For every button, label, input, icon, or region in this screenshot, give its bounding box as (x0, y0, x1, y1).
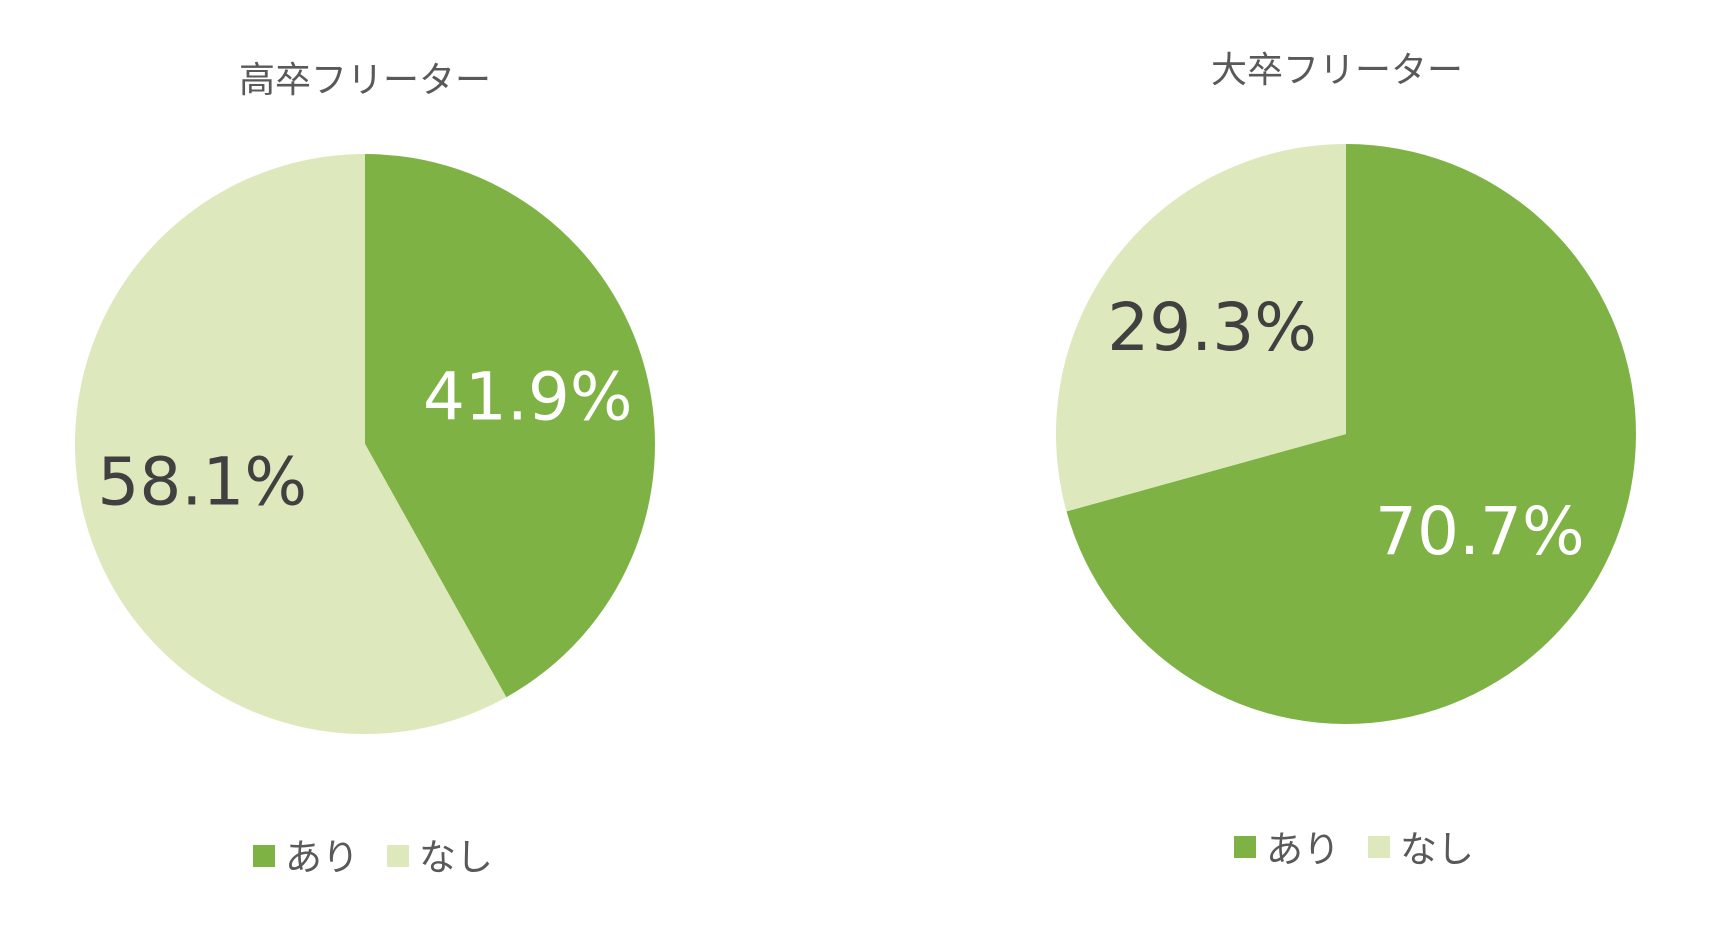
data-label-ari: 41.9% (423, 359, 633, 436)
legend-label-nashi: なし (1400, 828, 1474, 871)
legend-swatch-ari (253, 845, 275, 867)
legend: あり なし (253, 836, 493, 879)
pie-slice-nashi (1056, 144, 1346, 512)
legend-swatch-ari (1234, 836, 1256, 858)
pie-1-slices: 70.7% 29.3% (1056, 144, 1636, 724)
data-label-nashi: 58.1% (97, 443, 307, 520)
pie-slice-ari (365, 154, 655, 698)
chart-title: 高卒フリーター (239, 60, 491, 101)
pie-slice-nashi (75, 154, 507, 735)
chart-title: 大卒フリーター (1211, 50, 1463, 91)
legend-swatch-nashi (1368, 836, 1390, 858)
pie-chart-high-school: 高卒フリーター 41.9% 58.1% あり なし (75, 60, 655, 879)
data-label-ari: 70.7% (1375, 493, 1585, 570)
legend-swatch-nashi (387, 845, 409, 867)
pie-chart-university: 大卒フリーター 70.7% 29.3% あり なし (1056, 50, 1636, 871)
legend-label-nashi: なし (419, 836, 493, 879)
legend: あり なし (1234, 828, 1474, 871)
data-label-nashi: 29.3% (1107, 289, 1317, 366)
legend-label-ari: あり (1266, 828, 1340, 871)
legend-label-ari: あり (285, 836, 359, 879)
pie-0-slices: 41.9% 58.1% (75, 154, 655, 735)
pie-slice-ari (1066, 144, 1636, 724)
